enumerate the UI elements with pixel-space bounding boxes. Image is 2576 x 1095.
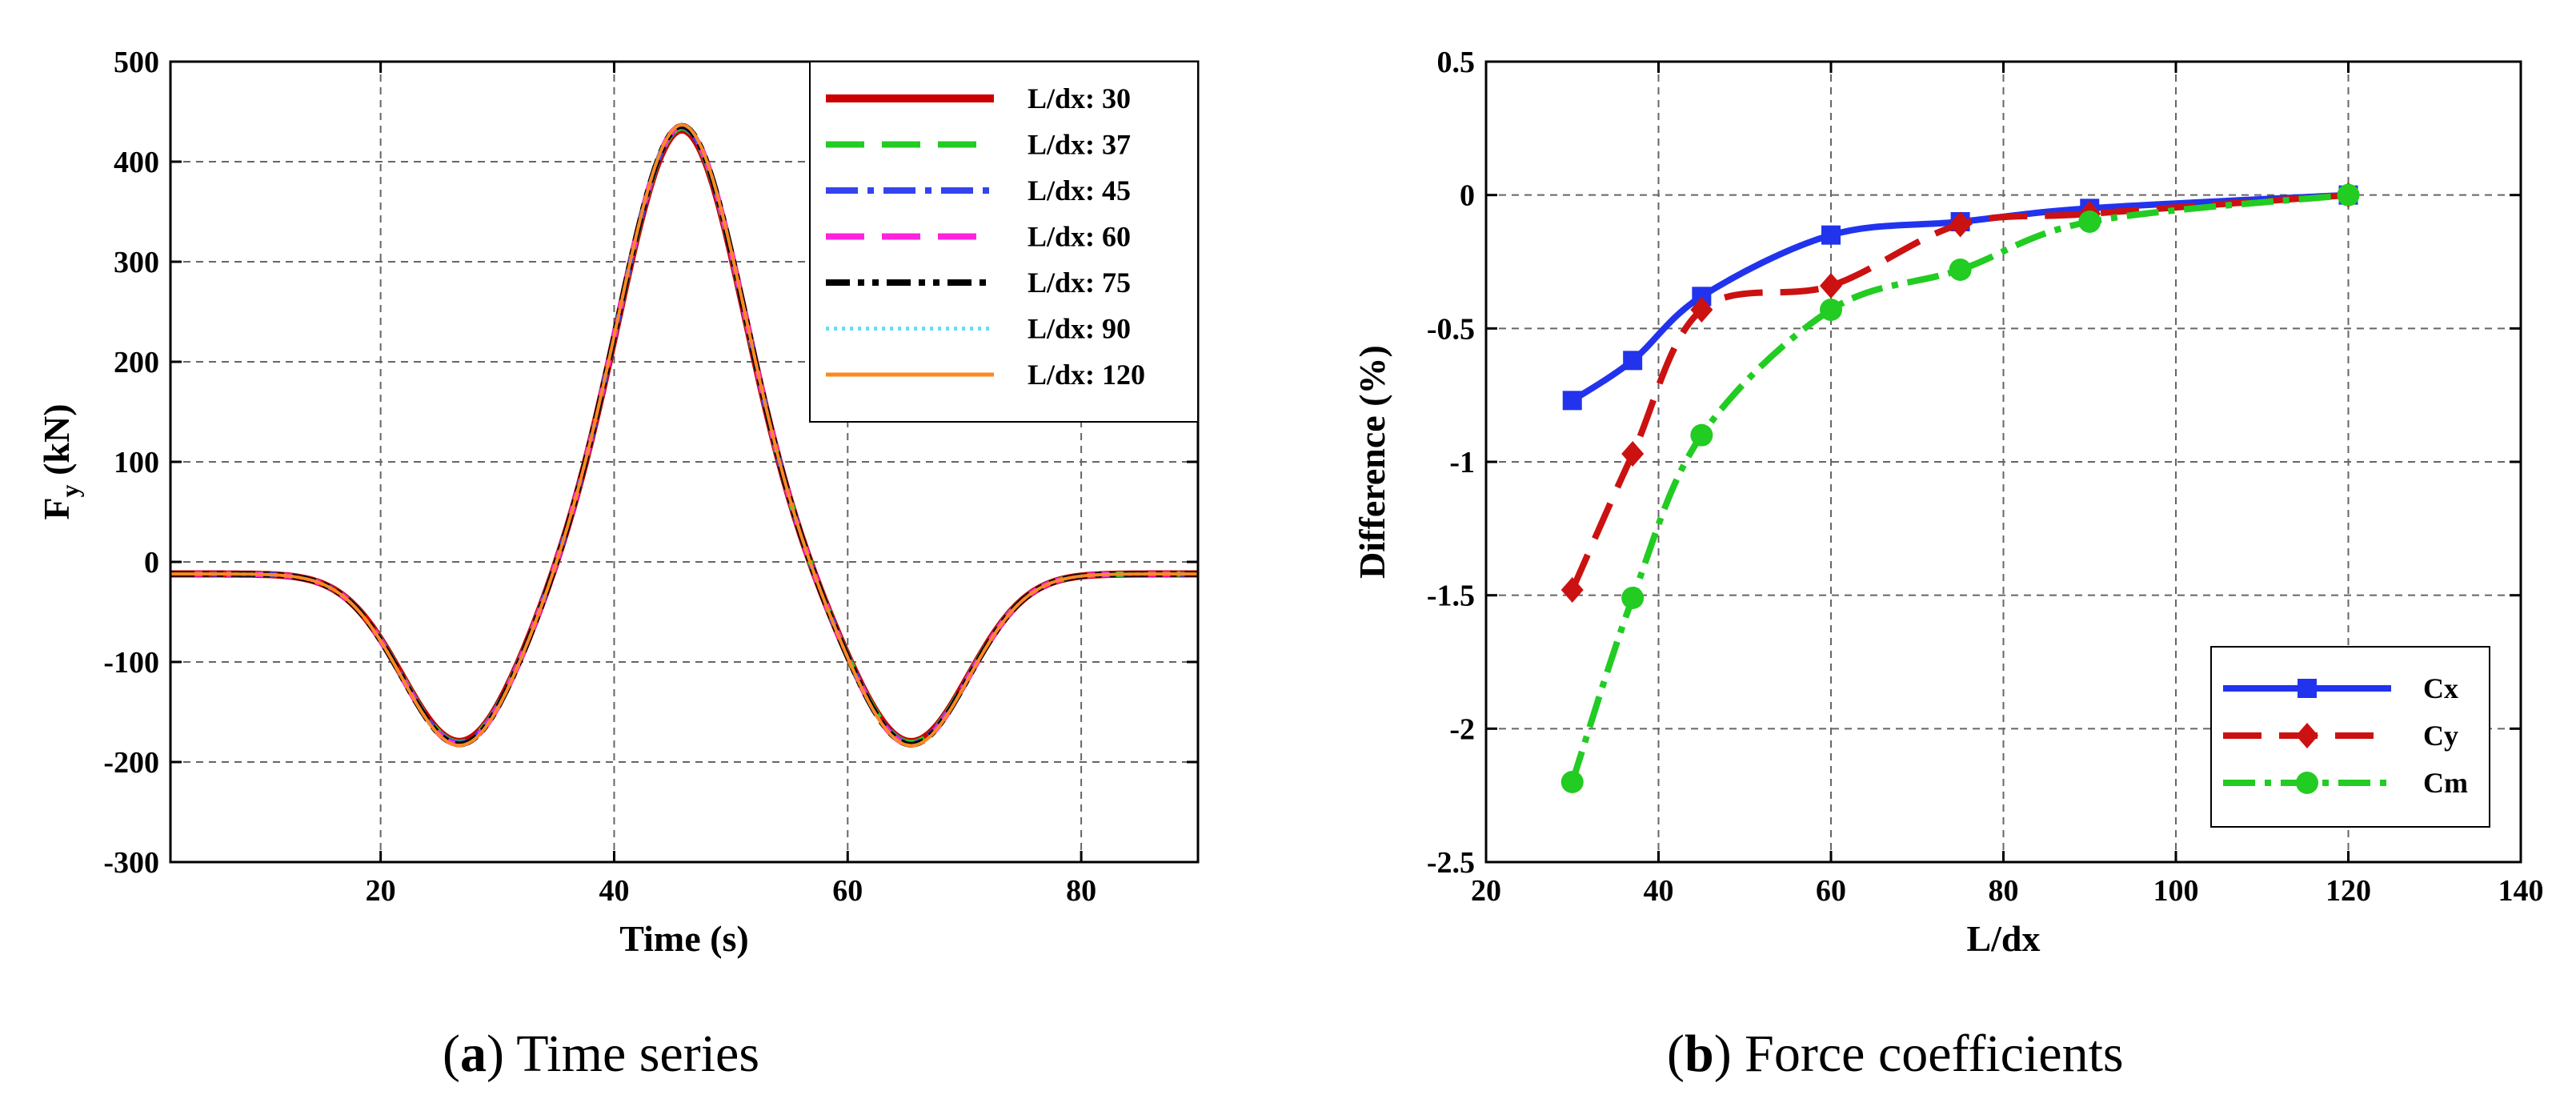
legend-label-4: L/dx: 75 (1028, 267, 1131, 299)
data-point-cm-2 (1690, 423, 1713, 447)
chart-time-series: 20 40 60 80 -300 -200 -100 0 100 200 300 400 500 Time… (36, 46, 1200, 959)
legend-label-cm: Cm (2423, 767, 2468, 799)
x-axis-label: Time (s) (619, 918, 748, 959)
data-point-cx-0 (1562, 391, 1582, 411)
legend-marker-cy (2296, 723, 2318, 748)
data-point-cm-4 (1949, 259, 1972, 281)
x-tick-label-3: 80 (1989, 874, 2019, 908)
legend-box (809, 61, 1199, 423)
series-line-cy (1569, 191, 2349, 592)
y-tick-label-3: -1 (1449, 446, 1475, 479)
y-axis-label: Difference (%) (1352, 345, 1392, 579)
y-tick-label-7: 400 (114, 146, 159, 179)
svg-text:(a) Time series: (a) Time series (443, 1025, 759, 1083)
y-axis-label: Fy (kN) (36, 403, 84, 519)
legend-marker-cx (2298, 679, 2317, 698)
y-tick-label-0: -2.5 (1427, 846, 1475, 880)
y-tick-label-4: -0.5 (1427, 312, 1475, 346)
series-line-cx (1570, 191, 2349, 403)
y-tick-label-8: 500 (114, 46, 159, 79)
x-tick-label-6: 140 (2498, 874, 2544, 908)
x-tick-label-1: 40 (1644, 874, 1674, 908)
y-tick-label-5: 0 (1460, 179, 1475, 213)
caption-b: (b) Force coefficients (1667, 1025, 2124, 1083)
y-tick-label-2: -100 (103, 646, 159, 680)
x-tick-label-1: 40 (599, 874, 629, 908)
y-tick-label-5: 200 (114, 346, 159, 379)
x-axis-label: L/dx (1966, 918, 2040, 959)
legend-label-2: L/dx: 45 (1028, 174, 1131, 207)
x-tick-label-2: 60 (832, 874, 863, 908)
y-tick-label-6: 300 (114, 246, 159, 279)
legend-label-3: L/dx: 60 (1028, 221, 1131, 253)
legend-label-5: L/dx: 90 (1028, 313, 1131, 345)
x-tick-label-0: 20 (366, 874, 396, 908)
legend-label-cy: Cy (2423, 720, 2458, 752)
data-point-cm-0 (1560, 771, 1584, 793)
y-tick-label-6: 0.5 (1437, 46, 1476, 79)
y-axis-label-sub: y (55, 484, 84, 497)
x-tick-label-0: 20 (1471, 874, 1501, 908)
y-tick-label-0: -300 (103, 846, 159, 880)
data-point-cy-0 (1560, 577, 1584, 603)
data-point-cy-2 (1690, 297, 1713, 323)
y-axis-label-unit: (kN) (36, 403, 77, 484)
y-axis-label-main: F (36, 497, 77, 519)
x-tick-label-5: 120 (2326, 874, 2371, 908)
y-tick-label-3: 0 (144, 546, 159, 580)
x-tick-label-4: 100 (2153, 874, 2199, 908)
y-tick-label-1: -2 (1449, 712, 1475, 746)
data-point-cm-1 (1621, 587, 1645, 609)
data-point-cm-6 (2337, 183, 2360, 207)
legend-label-0: L/dx: 30 (1028, 82, 1131, 114)
chart-force-coefficients: 20 40 60 80 100 120 140 -2.5 -2 -1.5 -1 -0.5 0 0.5 L/d… (1352, 46, 2544, 959)
x-tick-label-2: 60 (1816, 874, 1846, 908)
data-point-cy-1 (1621, 441, 1645, 467)
legend-marker-cm (2296, 772, 2318, 794)
series-line-6 (170, 122, 1198, 748)
data-point-cy-4 (1949, 211, 1972, 238)
data-point-cm-3 (1820, 299, 1842, 321)
y-tick-label-4: 100 (114, 446, 159, 479)
data-point-cy-3 (1820, 273, 1842, 299)
legend-label-1: L/dx: 37 (1028, 129, 1131, 161)
y-tick-label-2: -1.5 (1427, 580, 1475, 613)
legend-label-cx: Cx (2423, 672, 2458, 704)
caption-a: (a) Time series (443, 1025, 759, 1083)
x-tick-label-3: 80 (1066, 874, 1096, 908)
data-point-cm-5 (2078, 211, 2101, 233)
data-point-cx-1 (1623, 351, 1643, 371)
legend-label-6: L/dx: 120 (1028, 359, 1145, 391)
data-point-cx-3 (1821, 225, 1841, 245)
svg-text:(b) Force coefficients: (b) Force coefficients (1667, 1025, 2124, 1083)
series-group (170, 122, 1198, 748)
y-tick-label-1: -200 (103, 746, 159, 780)
